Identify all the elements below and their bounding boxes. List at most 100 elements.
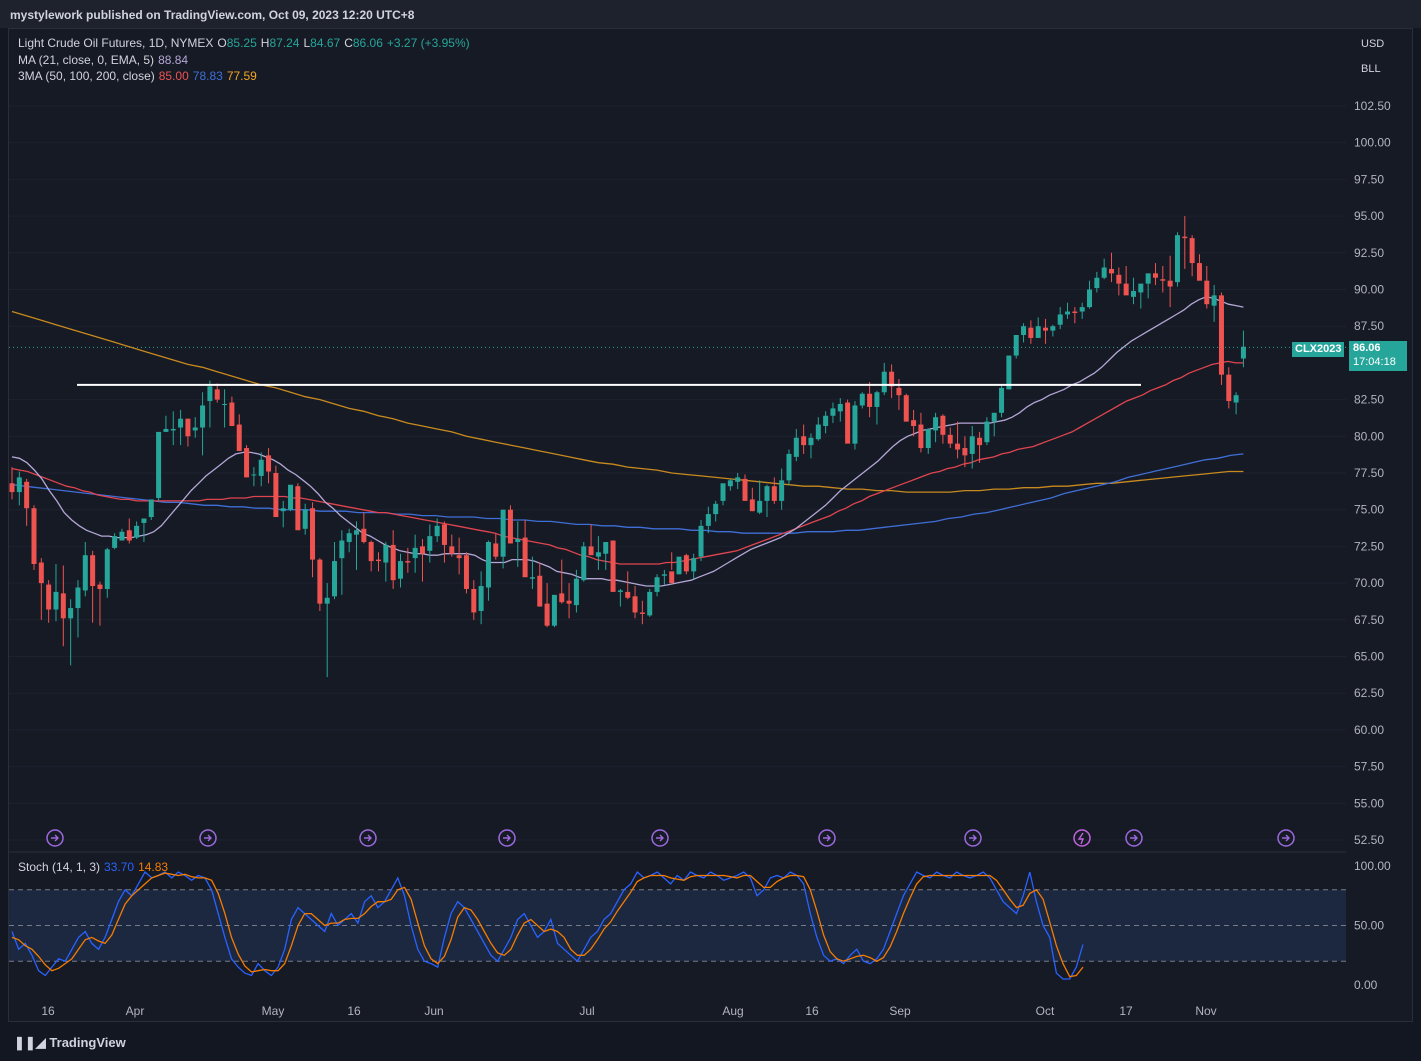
price-tick-label: 67.50: [1354, 613, 1384, 627]
candle-body: [683, 555, 689, 572]
event-marker-arrow: [364, 834, 372, 842]
candle-body: [134, 525, 140, 538]
price-tick-label: 100.00: [1354, 136, 1391, 150]
candle-body: [244, 448, 250, 478]
candle-body: [90, 555, 96, 587]
ma3-legend: 3MA (50, 100, 200, close) 85.00 78.83 77.59: [18, 69, 261, 83]
candle-body: [529, 577, 535, 579]
candle-body: [449, 546, 455, 554]
event-marker-icon: [46, 829, 64, 847]
candle-body: [302, 509, 308, 529]
price-tick-label: 92.50: [1354, 246, 1384, 260]
candle-body: [1043, 327, 1049, 331]
candle-body: [148, 499, 154, 518]
candle-body: [867, 393, 873, 407]
candle-body: [837, 404, 843, 412]
legend-c-label: C: [344, 36, 353, 50]
time-tick-label: Sep: [889, 1004, 911, 1018]
currency-button[interactable]: USD: [1352, 33, 1402, 57]
candle-body: [999, 387, 1005, 413]
candle-body: [1204, 280, 1210, 305]
price-tick-label: 57.50: [1354, 760, 1384, 774]
ma100-line: [11, 453, 1244, 534]
candle-body: [163, 428, 169, 432]
ma3-label[interactable]: 3MA (50, 100, 200, close): [18, 69, 155, 83]
candle-body: [1057, 314, 1063, 325]
unit-button[interactable]: BLL: [1352, 58, 1402, 82]
legend-high: 87.24: [269, 36, 300, 50]
candle-body: [376, 559, 381, 562]
stoch-tick-label: 50.00: [1354, 919, 1384, 933]
candle-body: [1160, 279, 1166, 281]
candle-body: [1109, 268, 1114, 274]
candle-body: [1087, 289, 1093, 308]
candle-body: [757, 500, 763, 513]
candle-body: [889, 371, 895, 387]
candle-body: [185, 418, 191, 437]
legend-change: +3.27 (+3.95%): [386, 36, 470, 50]
event-marker-circle: [1277, 829, 1295, 847]
candle-body: [940, 415, 946, 435]
candle-body: [317, 559, 323, 604]
candle-body: [1182, 236, 1188, 239]
symbol-tag-text: CLX2023: [1295, 343, 1342, 355]
event-marker-arrow: [969, 834, 977, 842]
currency-label: USD: [1361, 38, 1385, 50]
stoch-k-value: 33.70: [104, 860, 135, 874]
candle-body: [478, 586, 484, 611]
candle-body: [280, 508, 286, 512]
price-tick-label: 70.00: [1354, 576, 1384, 590]
candle-body: [977, 437, 983, 446]
candle-body: [852, 405, 858, 444]
legend-close: 86.06: [352, 36, 383, 50]
candle-body: [295, 486, 301, 531]
event-marker-arrow: [656, 834, 664, 842]
candle-body: [119, 531, 125, 541]
time-tick-label: 16: [347, 1004, 361, 1018]
price-tick-label: 62.50: [1354, 686, 1384, 700]
candle-body: [830, 408, 836, 416]
event-marker-circle: [359, 829, 377, 847]
price-tick-label: 75.00: [1354, 503, 1384, 517]
candle-body: [786, 453, 792, 481]
candle-body: [859, 393, 865, 406]
candle-body: [1094, 277, 1100, 289]
candle-body: [984, 421, 990, 443]
candle-body: [368, 541, 374, 562]
price-countdown: 17:04:18: [1353, 356, 1396, 368]
ma3-100-value: 78.83: [192, 69, 223, 83]
time-tick-label: Oct: [1036, 1004, 1055, 1018]
candle-body: [801, 436, 807, 446]
candle-body: [427, 536, 433, 551]
candle-body: [419, 546, 425, 554]
legend-symbol[interactable]: Light Crude Oil Futures, 1D, NYMEX: [18, 36, 214, 50]
tradingview-logo[interactable]: ❚❚◢ TradingView: [14, 1035, 126, 1050]
candle-body: [258, 459, 264, 476]
candle-body: [815, 424, 821, 440]
candle-body: [60, 593, 66, 619]
candle-body: [192, 427, 198, 431]
candle-body: [720, 483, 726, 501]
event-marker-icon: [964, 829, 982, 847]
candle-body: [1065, 311, 1071, 315]
ma-label[interactable]: MA (21, close, 0, EMA, 5): [18, 53, 155, 67]
candle-body: [515, 539, 521, 542]
candle-body: [339, 540, 345, 559]
candle-body: [104, 549, 110, 589]
unit-label: BLL: [1361, 63, 1381, 75]
candle-body: [918, 424, 924, 449]
event-marker-circle: [651, 829, 669, 847]
candle-body: [617, 590, 623, 592]
stoch-label[interactable]: Stoch (14, 1, 3): [18, 860, 101, 874]
candle-body: [397, 561, 403, 579]
event-marker-arrow: [51, 834, 59, 842]
legend-o-label: O: [217, 36, 227, 50]
candle-body: [412, 547, 418, 559]
time-tick-label: Jun: [424, 1004, 443, 1018]
stoch-legend: Stoch (14, 1, 3) 33.70 14.83: [18, 860, 172, 874]
event-marker-circle: [964, 829, 982, 847]
candle-body: [823, 415, 829, 427]
candle-body: [1189, 238, 1195, 264]
price-tick-label: 60.00: [1354, 723, 1384, 737]
